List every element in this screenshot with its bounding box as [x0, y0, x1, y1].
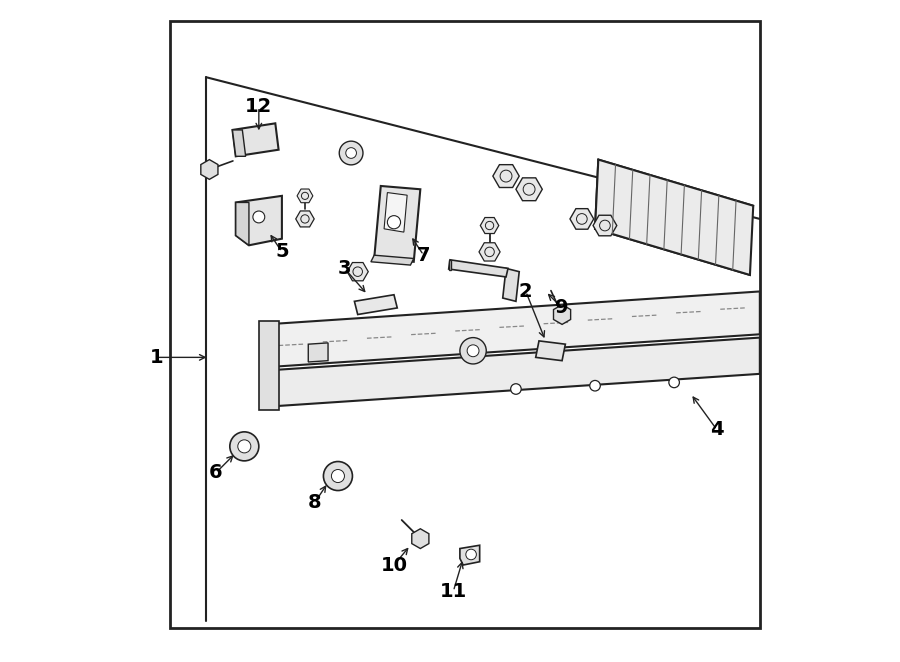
- Text: 10: 10: [381, 555, 408, 575]
- Polygon shape: [236, 203, 249, 246]
- Polygon shape: [449, 260, 451, 270]
- Polygon shape: [232, 123, 279, 156]
- Text: 4: 4: [710, 420, 724, 440]
- Text: 12: 12: [245, 97, 273, 117]
- Circle shape: [302, 192, 309, 199]
- Polygon shape: [554, 305, 571, 324]
- Polygon shape: [232, 130, 246, 156]
- Polygon shape: [595, 160, 753, 275]
- Text: 9: 9: [555, 299, 569, 317]
- Circle shape: [466, 549, 476, 560]
- Polygon shape: [259, 321, 279, 410]
- Circle shape: [485, 221, 494, 230]
- Circle shape: [253, 211, 265, 223]
- Text: 11: 11: [440, 582, 467, 601]
- Text: 1: 1: [149, 348, 164, 367]
- Text: 8: 8: [308, 493, 321, 512]
- Polygon shape: [170, 21, 760, 628]
- Polygon shape: [309, 343, 328, 362]
- Polygon shape: [266, 338, 760, 407]
- Circle shape: [500, 170, 512, 182]
- Circle shape: [230, 432, 259, 461]
- Text: 3: 3: [338, 259, 351, 278]
- Circle shape: [669, 377, 680, 388]
- Circle shape: [387, 216, 400, 229]
- Polygon shape: [449, 260, 508, 277]
- Text: 2: 2: [519, 282, 533, 301]
- Circle shape: [599, 220, 610, 231]
- Polygon shape: [460, 545, 480, 565]
- Circle shape: [485, 247, 494, 257]
- Polygon shape: [503, 268, 519, 301]
- Polygon shape: [479, 243, 500, 261]
- Circle shape: [331, 469, 345, 483]
- Polygon shape: [347, 263, 368, 281]
- Polygon shape: [570, 209, 594, 229]
- Polygon shape: [297, 189, 313, 203]
- Circle shape: [523, 183, 535, 195]
- Polygon shape: [371, 255, 414, 265]
- Circle shape: [460, 338, 486, 364]
- Circle shape: [510, 384, 521, 395]
- Circle shape: [238, 440, 251, 453]
- Polygon shape: [412, 529, 429, 549]
- Polygon shape: [516, 178, 543, 201]
- Polygon shape: [493, 165, 519, 187]
- Circle shape: [346, 148, 356, 158]
- Circle shape: [467, 345, 479, 357]
- Polygon shape: [201, 160, 218, 179]
- Circle shape: [353, 267, 363, 277]
- Polygon shape: [236, 196, 282, 246]
- Polygon shape: [296, 211, 314, 227]
- Circle shape: [590, 381, 600, 391]
- Polygon shape: [481, 218, 499, 234]
- Polygon shape: [355, 295, 397, 314]
- Text: 6: 6: [209, 463, 223, 482]
- Polygon shape: [536, 341, 565, 361]
- Polygon shape: [593, 215, 616, 236]
- Circle shape: [577, 214, 587, 224]
- Circle shape: [323, 461, 353, 491]
- Text: 7: 7: [417, 246, 430, 265]
- Circle shape: [301, 214, 309, 223]
- Text: 5: 5: [275, 242, 289, 261]
- Circle shape: [339, 141, 363, 165]
- Polygon shape: [374, 186, 420, 261]
- Polygon shape: [266, 291, 760, 367]
- Polygon shape: [384, 193, 407, 232]
